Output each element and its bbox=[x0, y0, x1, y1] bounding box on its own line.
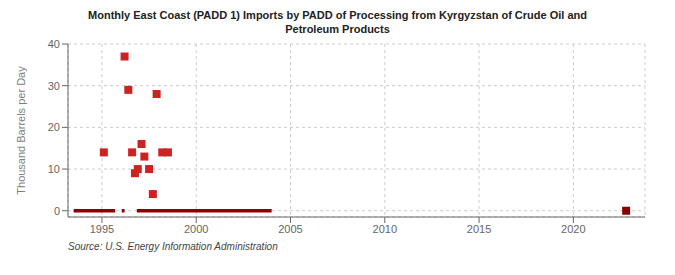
svg-text:10: 10 bbox=[48, 163, 60, 175]
html-text:Source: U.S. Energy Informatio: Source: U.S. Energy Information Administ… bbox=[68, 241, 278, 252]
svg-text:2020: 2020 bbox=[561, 223, 585, 235]
svg-text:1995: 1995 bbox=[90, 223, 114, 235]
svg-text:20: 20 bbox=[48, 121, 60, 133]
svg-text:2015: 2015 bbox=[467, 223, 491, 235]
svg-text:2005: 2005 bbox=[278, 223, 302, 235]
svg-text:30: 30 bbox=[48, 80, 60, 92]
svg-text:2010: 2010 bbox=[373, 223, 397, 235]
svg-text:40: 40 bbox=[48, 38, 60, 50]
svg-text:0: 0 bbox=[54, 205, 60, 217]
html-text:Monthly East Coast (PADD 1) Im: Monthly East Coast (PADD 1) Imports by P… bbox=[88, 9, 587, 21]
html-text:Petroleum Products: Petroleum Products bbox=[285, 23, 390, 35]
svg-text:2000: 2000 bbox=[184, 223, 208, 235]
svg-text:Thousand Barrels per Day: Thousand Barrels per Day bbox=[15, 66, 27, 195]
